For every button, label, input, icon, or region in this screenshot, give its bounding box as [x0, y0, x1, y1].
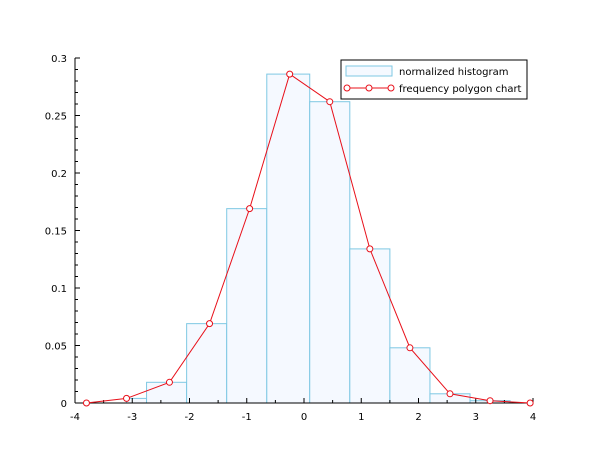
histogram-bar: [266, 73, 311, 404]
x-tick-label: 2: [415, 412, 421, 423]
frequency-polygon-point: [286, 70, 294, 78]
frequency-polygon-point: [526, 399, 534, 407]
frequency-polygon-point: [446, 390, 454, 398]
x-tick-label: -4: [70, 412, 80, 423]
x-tick-label: -1: [242, 412, 252, 423]
frequency-polygon-point: [326, 98, 334, 106]
frequency-polygon-point: [82, 399, 90, 407]
histogram-bar: [186, 323, 228, 404]
legend-polygon-label: frequency polygon chart: [399, 84, 522, 95]
frequency-polygon-point: [206, 320, 214, 328]
x-tick-label: 0: [301, 412, 307, 423]
legend-histogram-swatch: [345, 65, 393, 77]
y-tick-label: 0.1: [51, 284, 67, 295]
x-tick-label: 1: [358, 412, 364, 423]
axes: -4 -3 -2 -1 0 1 2 3 4 0 0.05 0.1 0.15 0.2 0.25 0.3: [45, 54, 536, 423]
x-tick-label: 4: [530, 412, 536, 423]
y-tick-label: 0.2: [51, 169, 67, 180]
y-tick-label: 0: [61, 399, 67, 410]
legend-histogram-label: normalized histogram: [399, 67, 508, 78]
x-tick-label: -2: [185, 412, 195, 423]
frequency-polygon-point: [366, 245, 374, 253]
histogram-bar: [309, 101, 351, 404]
legend: normalized histogram frequency polygon c…: [340, 59, 528, 100]
frequency-polygon: [82, 70, 534, 407]
x-tick-label: -3: [127, 412, 137, 423]
frequency-polygon-point: [486, 397, 494, 405]
frequency-polygon-point: [165, 378, 173, 386]
y-tick-label: 0.15: [45, 227, 67, 238]
y-tick-label: 0.3: [51, 54, 67, 65]
y-tick-label: 0.05: [45, 342, 67, 353]
histogram-bar: [349, 248, 391, 404]
frequency-polygon-point: [406, 344, 414, 352]
legend-polygon-marker: [343, 84, 351, 92]
frequency-polygon-point: [123, 394, 131, 402]
legend-polygon-marker: [387, 84, 395, 92]
histogram-bars: [126, 73, 511, 404]
frequency-polygon-point: [246, 205, 254, 213]
histogram-bar: [146, 381, 188, 404]
x-tick-label: 3: [473, 412, 479, 423]
frequency-polygon-line: [86, 73, 531, 404]
histogram-bar: [389, 347, 431, 404]
y-tick-label: 0.25: [45, 112, 67, 123]
legend-polygon-marker: [365, 84, 373, 92]
histogram-bar: [226, 208, 268, 404]
